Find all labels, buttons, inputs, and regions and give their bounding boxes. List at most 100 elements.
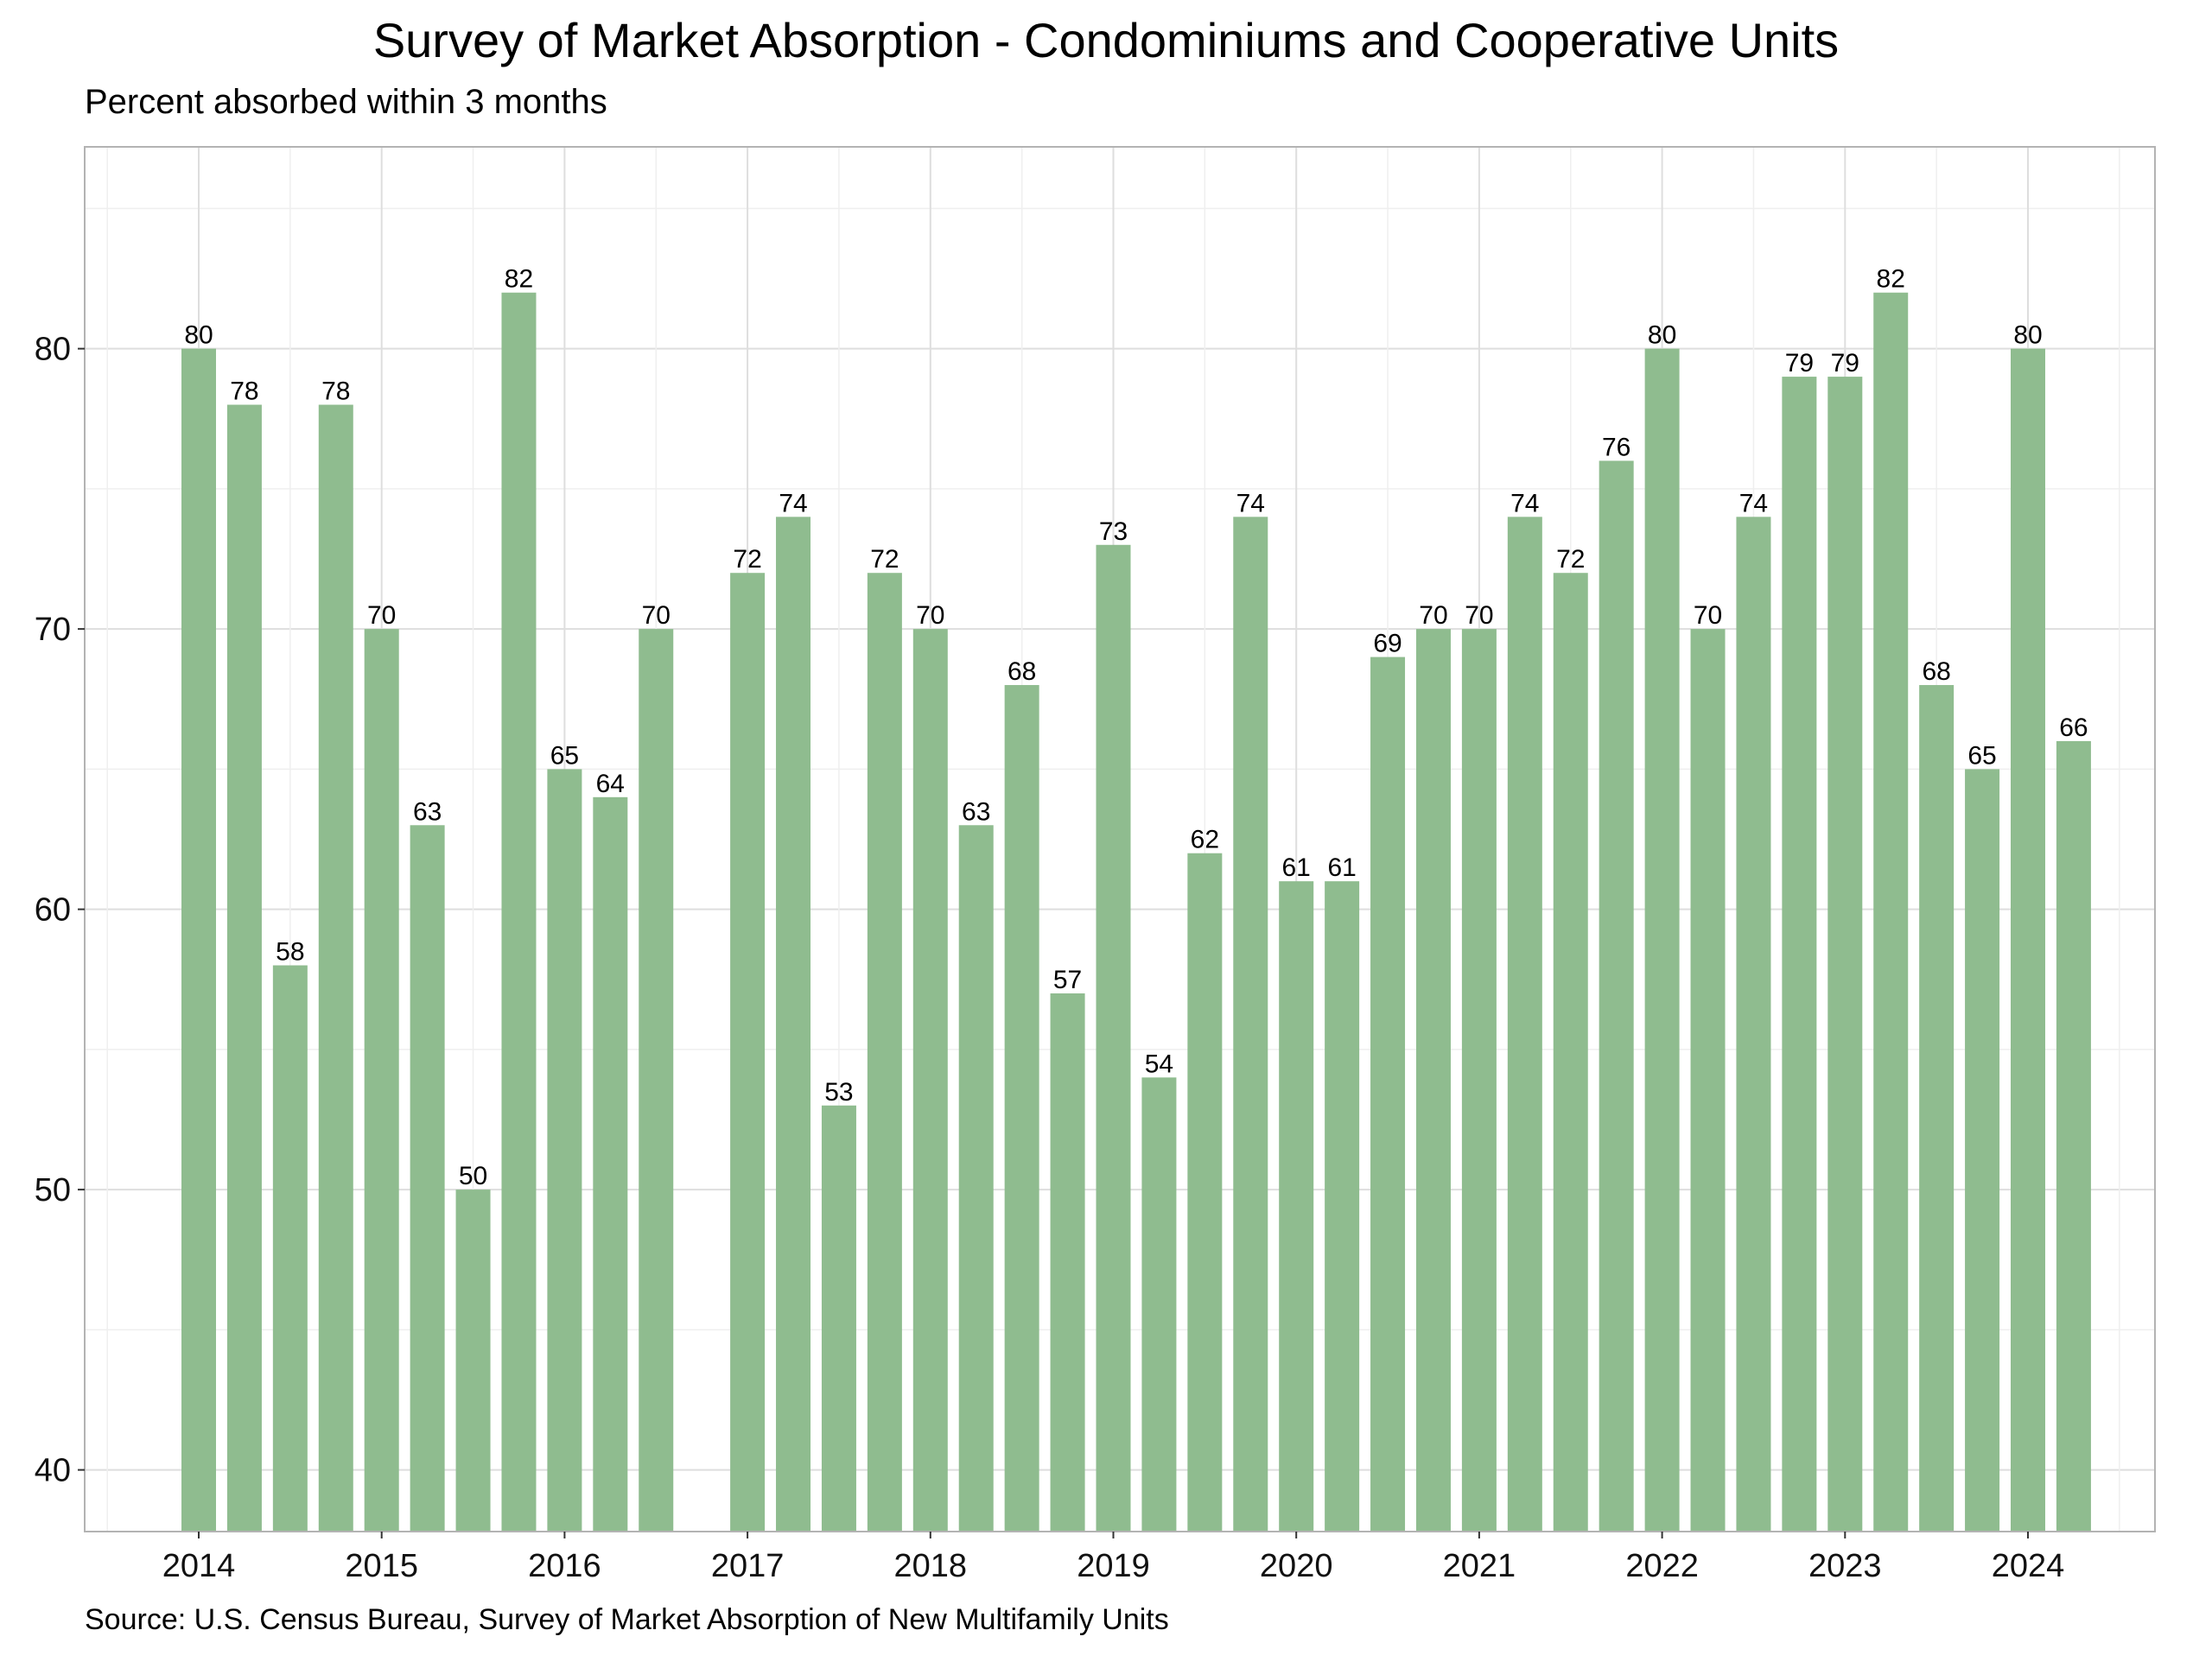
bar [410,825,445,1532]
bar [1644,348,1680,1532]
bar-value-label: 74 [779,489,807,517]
bar-value-label: 63 [962,797,990,826]
x-tick-label: 2017 [711,1548,785,1584]
bar [2056,740,2091,1532]
bar [1507,517,1542,1532]
chart-source: Source: U.S. Census Bureau, Survey of Ma… [85,1603,1169,1636]
bar-value-label: 78 [230,377,258,406]
bar-value-label: 80 [184,321,213,350]
bar-value-label: 61 [1327,853,1356,882]
bar-value-label: 76 [1602,433,1630,461]
bar [1873,292,1909,1532]
bar [272,965,308,1532]
bar-value-label: 80 [1648,321,1676,350]
bar-value-label: 70 [916,601,944,630]
bar [1690,629,1726,1532]
bar [181,348,216,1532]
bar-value-label: 62 [1191,826,1219,854]
x-tick-label: 2014 [162,1548,236,1584]
bar [1370,657,1406,1532]
y-tick-label: 60 [35,892,71,929]
bar [1919,685,1955,1532]
y-tick-label: 80 [35,332,71,368]
bar [226,404,262,1532]
bar [1461,629,1497,1532]
bar [318,404,353,1532]
bar-value-label: 78 [321,377,350,406]
bar [1187,853,1223,1532]
bar [1553,573,1588,1532]
bar [1599,460,1634,1532]
bar [1050,993,1085,1532]
bar [2011,348,2045,1532]
bar [1096,544,1131,1532]
bar-value-label: 68 [1922,657,1950,686]
bar [1325,881,1360,1532]
bar [1141,1077,1177,1532]
bar [593,796,628,1532]
bar [912,629,948,1532]
bar [639,629,674,1532]
y-tick-label: 40 [35,1453,71,1489]
bar-value-label: 82 [505,265,533,294]
bar-value-label: 70 [642,601,671,630]
plot-border [84,146,2156,1532]
bar [455,1189,491,1532]
data-label-layer: 80 78 58 78 70 63 50 82 65 64 70 72 74 53 72 70 63 68 57 73… [184,265,2088,1190]
bar-value-label: 79 [1831,349,1859,377]
bar-value-label: 79 [1785,349,1814,377]
chart-subtitle: Percent absorbed within 3 months [85,83,607,121]
x-tick-label: 2019 [1077,1548,1150,1584]
bar-value-label: 65 [550,741,579,770]
bar [501,292,537,1532]
x-tick-label: 2023 [1808,1548,1882,1584]
x-tick-label: 2024 [1992,1548,2065,1584]
x-tick-label: 2020 [1260,1548,1333,1584]
y-axis-ticks: 40 50 60 70 80 [35,332,85,1489]
bar-value-label: 68 [1007,657,1036,686]
bar-value-label: 70 [1465,601,1493,630]
bar-value-label: 82 [1877,265,1905,294]
bar-value-label: 69 [1373,630,1402,658]
x-tick-label: 2022 [1625,1548,1699,1584]
bar [1279,881,1314,1532]
bar-value-label: 63 [413,797,442,826]
bar-value-label: 70 [1419,601,1447,630]
bar-value-label: 70 [1694,601,1722,630]
bar-value-label: 61 [1282,853,1311,882]
x-tick-label: 2021 [1443,1548,1516,1584]
bar-value-label: 70 [367,601,396,630]
bar-value-label: 74 [1510,489,1539,517]
bar [1736,517,1771,1532]
bar-value-label: 53 [824,1078,853,1107]
bar [547,769,582,1532]
bar [1965,769,2000,1532]
bar [867,573,902,1532]
bar [1782,377,1817,1532]
bar [364,629,399,1532]
bar-value-label: 65 [1967,741,1996,770]
bar-value-label: 74 [1236,489,1265,517]
bar-value-label: 72 [870,545,899,574]
bar-value-label: 58 [276,938,304,967]
x-tick-label: 2018 [894,1548,968,1584]
bar-value-label: 54 [1145,1050,1173,1078]
bar-value-label: 72 [733,545,761,574]
bar-value-label: 64 [596,770,625,798]
y-tick-label: 50 [35,1172,71,1208]
bar-value-label: 66 [2059,714,2088,742]
bar-layer [181,292,2091,1532]
bar-value-label: 50 [459,1162,487,1190]
x-tick-label: 2015 [345,1548,418,1584]
bar-value-label: 72 [1556,545,1585,574]
bar [776,517,811,1532]
chart-title: Survey of Market Absorption - Condominiu… [372,13,1840,67]
bar-value-label: 57 [1053,966,1082,994]
bar [730,573,766,1532]
bar [958,825,994,1532]
bar [821,1105,856,1532]
y-tick-label: 70 [35,612,71,648]
bar [1233,517,1268,1532]
bar [1827,377,1863,1532]
